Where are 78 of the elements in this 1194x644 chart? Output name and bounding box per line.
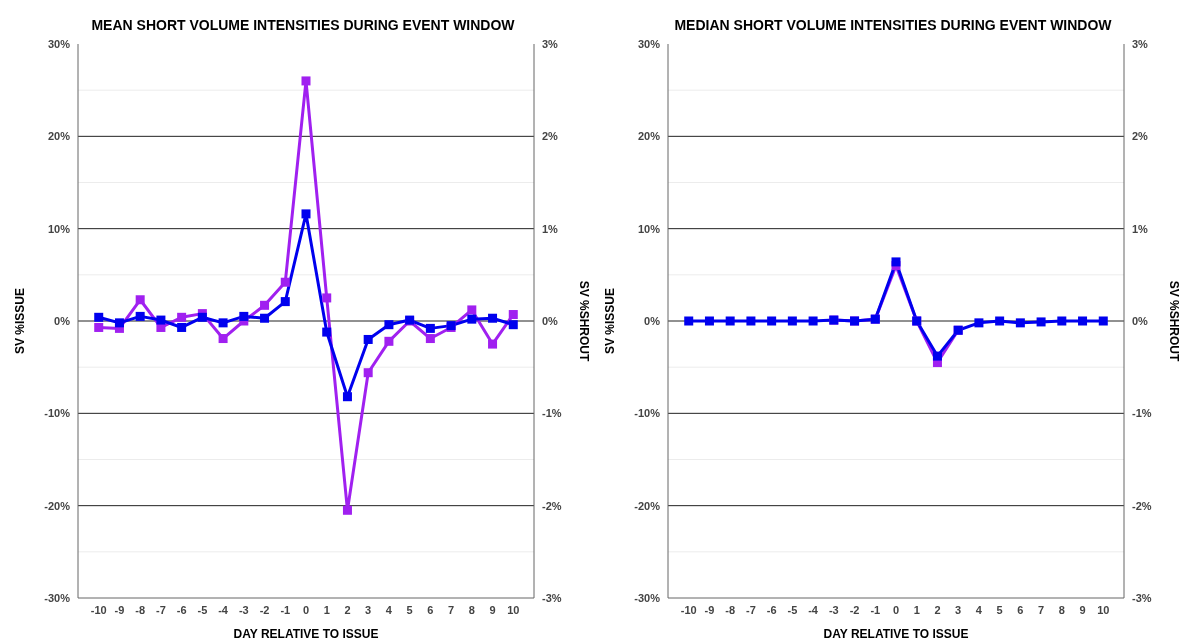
x-tick-label: 6	[427, 603, 434, 616]
x-tick-label: -1	[280, 603, 291, 616]
y2-tick-label: -2%	[1132, 499, 1152, 512]
y-axis-title: SV %ISSUE	[13, 287, 28, 355]
x-tick-label: 10	[507, 603, 520, 616]
y2-tick-label: -2%	[542, 499, 562, 512]
x-tick-label: 4	[975, 603, 983, 616]
y2-tick-label: -3%	[542, 591, 562, 604]
y2-tick-label: 0%	[542, 314, 559, 327]
x-tick-label: 0	[302, 603, 310, 616]
y-tick-label: 10%	[637, 222, 661, 235]
y-axis-title: SV %ISSUE	[603, 287, 618, 355]
x-tick-label: -8	[725, 603, 736, 616]
y2-tick-label: -3%	[1132, 591, 1152, 604]
x-tick-label: 4	[385, 603, 393, 616]
x-tick-label: -10	[90, 603, 107, 616]
x-tick-label: 3	[365, 603, 372, 616]
y2-tick-label: 1%	[542, 222, 559, 235]
y2-axis-title: SV %SHROUT	[1166, 280, 1181, 362]
x-tick-label: -4	[808, 603, 819, 616]
x-tick-label: -7	[156, 603, 166, 616]
x-tick-label: 9	[489, 603, 496, 616]
y-tick-label: 20%	[637, 130, 661, 143]
y-tick-label: 0%	[54, 314, 71, 327]
x-axis-title: DAY RELATIVE TO ISSUE	[233, 627, 379, 641]
y2-tick-label: 2%	[1132, 130, 1149, 143]
x-tick-label: 10	[1097, 603, 1110, 616]
x-tick-label: -7	[746, 603, 756, 616]
y-tick-label: 30%	[47, 37, 71, 50]
y-tick-label: -30%	[44, 591, 71, 604]
x-tick-label: 3	[955, 603, 962, 616]
x-tick-label: -8	[135, 603, 146, 616]
y-tick-label: -30%	[634, 591, 661, 604]
y2-tick-label: 3%	[542, 37, 559, 50]
x-tick-label: -3	[828, 603, 839, 616]
x-tick-label: -6	[766, 603, 777, 616]
y-tick-label: 30%	[637, 37, 661, 50]
x-tick-label: 6	[1017, 603, 1024, 616]
x-tick-label: -9	[704, 603, 715, 616]
y2-tick-label: -1%	[1132, 407, 1152, 420]
y-tick-label: 10%	[47, 222, 71, 235]
x-tick-label: 2	[934, 603, 941, 616]
x-tick-label: 8	[1058, 603, 1065, 616]
x-axis-title: DAY RELATIVE TO ISSUE	[823, 627, 969, 641]
x-tick-label: -9	[114, 603, 125, 616]
x-tick-label: 1	[913, 603, 920, 616]
x-tick-label: -5	[787, 603, 798, 616]
y-tick-label: -10%	[44, 407, 71, 420]
x-tick-label: 0	[892, 603, 900, 616]
x-tick-label: 1	[323, 603, 330, 616]
y-tick-label: -10%	[634, 407, 661, 420]
x-tick-label: 7	[1038, 603, 1045, 616]
y-tick-label: -20%	[44, 499, 71, 512]
x-tick-label: 9	[1079, 603, 1086, 616]
x-tick-label: -10	[680, 603, 697, 616]
x-tick-label: -2	[849, 603, 860, 616]
y2-axis-title: SV %SHROUT	[576, 280, 591, 362]
x-tick-label: -2	[259, 603, 270, 616]
x-tick-label: -4	[218, 603, 229, 616]
x-tick-label: 5	[996, 603, 1003, 616]
y2-tick-label: 0%	[1132, 314, 1149, 327]
y2-tick-label: 1%	[1132, 222, 1149, 235]
x-tick-label: 2	[344, 603, 351, 616]
y-tick-label: 20%	[47, 130, 71, 143]
x-tick-label: -1	[870, 603, 881, 616]
y2-tick-label: 2%	[542, 130, 559, 143]
chart-title: MEDIAN SHORT VOLUME INTENSITIES DURING EVENT WINDOW	[673, 16, 1113, 35]
x-tick-label: -5	[197, 603, 208, 616]
y-tick-label: 0%	[644, 314, 661, 327]
x-tick-label: -6	[176, 603, 187, 616]
x-tick-label: 7	[448, 603, 455, 616]
x-tick-label: 8	[468, 603, 475, 616]
y2-tick-label: -1%	[542, 407, 562, 420]
y2-tick-label: 3%	[1132, 37, 1149, 50]
x-tick-label: -3	[238, 603, 249, 616]
x-tick-label: 5	[406, 603, 413, 616]
chart-title: MEAN SHORT VOLUME INTENSITIES DURING EVENT WINDOW	[90, 16, 516, 35]
y-tick-label: -20%	[634, 499, 661, 512]
